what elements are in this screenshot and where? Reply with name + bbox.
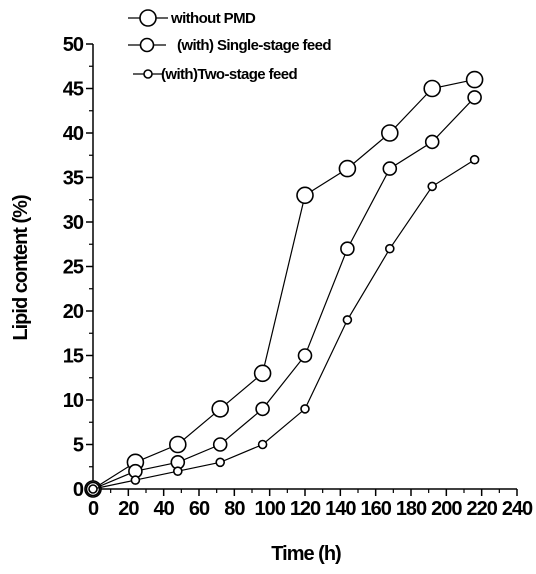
data-point bbox=[340, 241, 355, 256]
y-axis-title: Lipid content (%) bbox=[10, 195, 32, 341]
data-point bbox=[465, 70, 484, 89]
x-axis-title: Time (h) bbox=[271, 543, 341, 565]
data-point bbox=[297, 348, 313, 363]
data-point bbox=[169, 435, 187, 454]
legend-item-2: (with) Single-stage feed bbox=[128, 37, 332, 54]
legend-item-1: without PMD bbox=[128, 9, 257, 27]
y-tick-label: 15 bbox=[63, 346, 84, 368]
legend: without PMD (with) Single-stage feed (with… bbox=[128, 9, 332, 83]
data-point bbox=[427, 181, 438, 192]
series-line bbox=[92, 159, 475, 490]
legend-label: (with)Two-stage feed bbox=[161, 66, 297, 83]
series-3 bbox=[88, 154, 480, 494]
data-point bbox=[212, 437, 228, 452]
data-point bbox=[300, 404, 310, 414]
y-tick-label: 50 bbox=[63, 34, 84, 56]
data-point bbox=[215, 457, 225, 468]
x-tick-label: 120 bbox=[290, 498, 321, 520]
y-tick-label: 20 bbox=[63, 301, 84, 323]
data-point bbox=[338, 159, 357, 178]
x-tick-label: 240 bbox=[502, 498, 533, 520]
data-point bbox=[253, 364, 272, 383]
data-point bbox=[211, 400, 229, 418]
data-point bbox=[384, 243, 395, 254]
y-tick-label: 35 bbox=[63, 168, 84, 190]
data-point bbox=[257, 439, 268, 450]
x-tick-label: 220 bbox=[466, 498, 497, 520]
data-point bbox=[130, 475, 141, 485]
x-tick-label: 160 bbox=[360, 498, 391, 520]
data-point bbox=[88, 484, 98, 494]
data-point bbox=[255, 401, 270, 417]
x-tick-label: 0 bbox=[88, 498, 99, 520]
legend-label: (with) Single-stage feed bbox=[177, 37, 331, 54]
x-tick-label: 180 bbox=[396, 498, 427, 520]
data-point bbox=[424, 134, 440, 150]
y-tick-label: 45 bbox=[63, 79, 84, 101]
y-tick-label: 40 bbox=[63, 123, 84, 145]
y-tick-label: 5 bbox=[73, 435, 84, 457]
series-2 bbox=[85, 90, 482, 497]
y-tick-label: 25 bbox=[63, 257, 84, 279]
x-tick-label: 200 bbox=[431, 498, 462, 520]
axes: 0 5 10 15 20 25 30 35 40 45 50 0 20 40 60 80 100 120 140 16… bbox=[63, 34, 534, 520]
x-tick-label: 100 bbox=[254, 498, 285, 520]
legend-marker bbox=[139, 9, 157, 27]
x-tick-label: 40 bbox=[154, 498, 175, 520]
legend-marker bbox=[139, 37, 155, 53]
series-line bbox=[92, 96, 476, 490]
y-tick-label: 0 bbox=[73, 479, 84, 501]
data-point bbox=[382, 161, 398, 176]
x-tick-label: 80 bbox=[224, 498, 245, 520]
legend-item-3: (with)Two-stage feed bbox=[133, 66, 298, 83]
y-tick-label: 30 bbox=[63, 212, 84, 234]
data-point bbox=[467, 90, 482, 105]
data-point bbox=[173, 466, 183, 477]
x-tick-label: 20 bbox=[118, 498, 139, 520]
x-tick-label: 140 bbox=[325, 498, 356, 520]
data-point bbox=[342, 315, 353, 325]
series-line bbox=[92, 79, 475, 490]
series-layer bbox=[84, 70, 484, 498]
x-tick-label: 60 bbox=[189, 498, 210, 520]
y-tick-label: 10 bbox=[63, 390, 84, 412]
data-point bbox=[423, 79, 442, 98]
series-1 bbox=[84, 70, 484, 498]
data-point bbox=[469, 154, 480, 165]
data-point bbox=[380, 124, 399, 142]
legend-label: without PMD bbox=[170, 10, 256, 27]
data-point bbox=[296, 186, 314, 205]
legend-marker bbox=[143, 69, 153, 79]
